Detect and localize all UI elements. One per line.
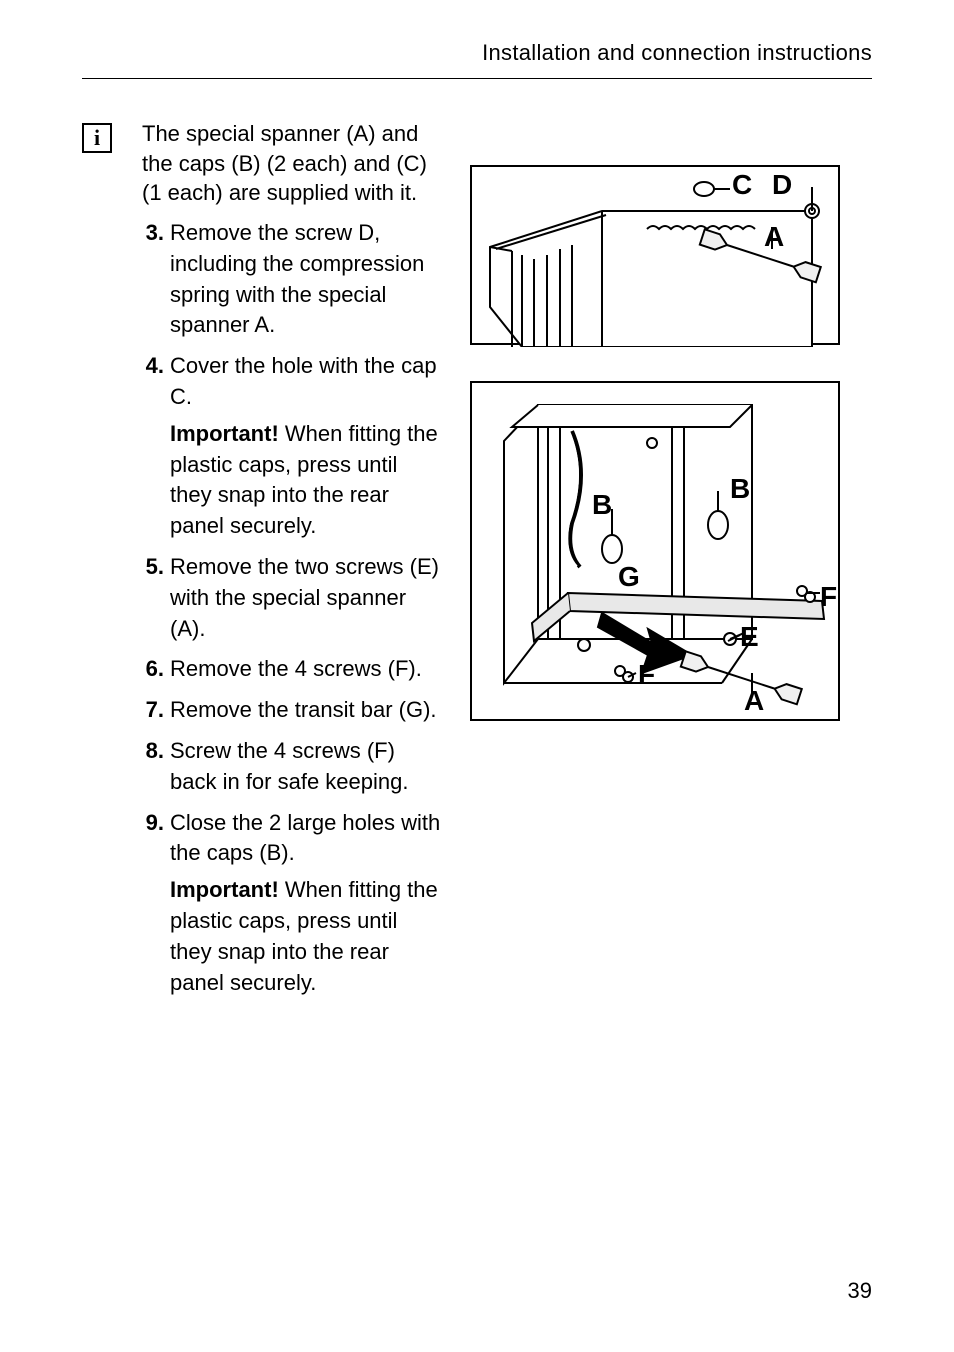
step-3: Remove the screw D, including the compre…: [142, 218, 442, 341]
fig1-label-d: D: [772, 169, 792, 201]
important-label: Important!: [170, 877, 279, 902]
header-title: Installation and connection instructions: [482, 40, 872, 66]
step-text: Screw the 4 screws (F) back in for safe …: [170, 738, 408, 794]
step-text: Remove the screw D, including the compre…: [170, 220, 424, 337]
page: Installation and connection instructions…: [0, 0, 954, 1008]
info-icon: i: [82, 123, 112, 153]
important-paragraph: Important! When fitting the plastic caps…: [170, 875, 442, 998]
fig1-label-a: A: [764, 221, 784, 253]
page-header: Installation and connection instructions: [82, 40, 872, 79]
fig1-label-c: C: [732, 169, 752, 201]
fig2-label-f2: F: [638, 659, 655, 691]
intro-paragraph: The special spanner (A) and the caps (B)…: [142, 119, 442, 208]
step-8: Screw the 4 screws (F) back in for safe …: [142, 736, 442, 798]
step-9: Close the 2 large holes with the caps (B…: [142, 808, 442, 999]
fig2-label-e: E: [740, 621, 759, 653]
figure-1: C D A: [470, 165, 840, 345]
text-column: i The special spanner (A) and the caps (…: [82, 119, 442, 1008]
step-5: Remove the two screws (E) with the speci…: [142, 552, 442, 644]
step-text: Cover the hole with the cap C.: [170, 353, 437, 409]
page-number: 39: [848, 1278, 872, 1304]
step-4: Cover the hole with the cap C. Important…: [142, 351, 442, 542]
steps-list: Remove the screw D, including the compre…: [142, 218, 442, 998]
figure-column: C D A: [470, 119, 872, 1008]
content-row: i The special spanner (A) and the caps (…: [82, 119, 872, 1008]
important-label: Important!: [170, 421, 279, 446]
fig2-label-b2: B: [730, 473, 750, 505]
step-text: Close the 2 large holes with the caps (B…: [170, 810, 440, 866]
fig2-label-b1: B: [592, 489, 612, 521]
step-text: Remove the two screws (E) with the speci…: [170, 554, 439, 641]
step-text: Remove the 4 screws (F).: [170, 656, 422, 681]
step-6: Remove the 4 screws (F).: [142, 654, 442, 685]
step-text: Remove the transit bar (G).: [170, 697, 437, 722]
important-paragraph: Important! When fitting the plastic caps…: [170, 419, 442, 542]
fig2-label-a: A: [744, 685, 764, 717]
step-7: Remove the transit bar (G).: [142, 695, 442, 726]
fig2-label-g: G: [618, 561, 640, 593]
figure-2-svg: [472, 383, 842, 723]
figure-2: B B G F F E A: [470, 381, 840, 721]
fig2-label-f1: F: [820, 581, 837, 613]
